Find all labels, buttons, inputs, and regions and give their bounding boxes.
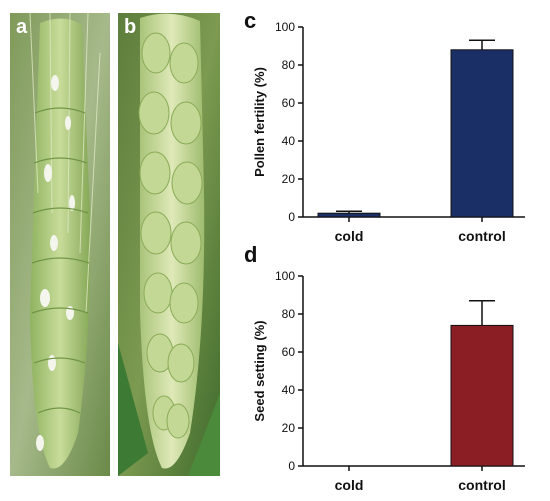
y-tick-label: 40 <box>282 134 296 148</box>
y-axis-title: Seed setting (%) <box>252 320 267 421</box>
y-tick-label: 100 <box>275 269 295 283</box>
y-tick-label: 40 <box>282 383 296 397</box>
x-tick-label-control: control <box>458 477 505 493</box>
wheat-spike-photo-control: b <box>118 13 220 476</box>
y-tick-label: 0 <box>288 210 295 224</box>
y-axis-title: Pollen fertility (%) <box>252 67 267 177</box>
wheat-spike-image-a <box>10 13 110 476</box>
bar-cold <box>317 212 381 218</box>
bar-control <box>450 49 514 218</box>
y-tick-label: 80 <box>282 307 296 321</box>
x-tick-label-control: control <box>458 228 505 244</box>
panel-label-c: c <box>244 8 257 33</box>
panel-label-d: d <box>244 242 258 267</box>
y-tick-label: 100 <box>275 20 295 34</box>
y-tick-label: 60 <box>282 96 296 110</box>
x-tick-label-cold: cold <box>335 228 364 244</box>
y-tick-label: 80 <box>282 58 296 72</box>
panel-label-a: a <box>16 16 28 38</box>
y-tick-label: 20 <box>282 172 296 186</box>
y-tick-label: 20 <box>282 421 296 435</box>
x-tick-label-cold: cold <box>335 477 364 493</box>
wheat-spike-photo-cold: a <box>10 13 110 476</box>
panel-label-b: b <box>124 16 137 38</box>
y-tick-label: 0 <box>288 459 295 473</box>
y-tick-label: 60 <box>282 345 296 359</box>
wheat-spike-image-b <box>118 13 220 476</box>
bar-control <box>450 324 514 467</box>
